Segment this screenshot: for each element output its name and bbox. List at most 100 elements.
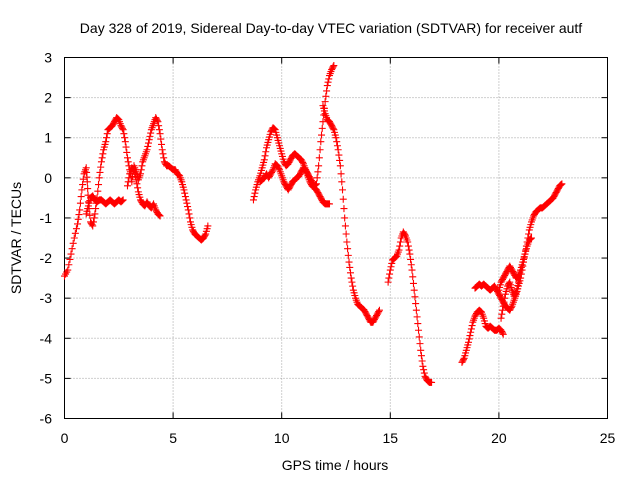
- data-point: [96, 168, 104, 176]
- data-point: [74, 215, 82, 223]
- data-point: [311, 181, 319, 189]
- data-point: [412, 300, 420, 308]
- x-tick-label: 15: [383, 430, 399, 446]
- data-point: [183, 199, 191, 207]
- data-point: [467, 328, 475, 336]
- data-point: [201, 231, 209, 239]
- data-point: [123, 182, 131, 190]
- data-point: [145, 136, 153, 144]
- data-point: [129, 165, 137, 173]
- data-point: [122, 143, 130, 151]
- data-point: [387, 263, 395, 271]
- data-point: [507, 304, 515, 312]
- data-point: [396, 238, 404, 246]
- data-point: [182, 196, 190, 204]
- data-point: [375, 306, 383, 314]
- data-point: [66, 255, 74, 263]
- data-point: [155, 211, 163, 219]
- data-point: [501, 294, 509, 302]
- data-point: [123, 154, 131, 162]
- y-tick-label: 1: [44, 130, 52, 146]
- data-point: [409, 273, 417, 281]
- data-point: [505, 279, 513, 287]
- x-tick-labels: 0 5 10 15 20 25: [61, 430, 616, 446]
- data-point: [420, 366, 428, 374]
- data-point: [465, 335, 473, 343]
- data-point: [138, 162, 146, 170]
- data-point: [316, 146, 324, 154]
- data-point: [404, 238, 412, 246]
- data-point: [340, 205, 348, 213]
- data-point: [133, 180, 141, 188]
- data-point: [388, 259, 396, 267]
- data-point: [415, 326, 423, 334]
- data-point: [325, 75, 333, 83]
- data-point: [386, 266, 394, 274]
- data-point: [419, 362, 427, 370]
- data-point: [329, 124, 337, 132]
- data-point: [275, 164, 283, 172]
- data-point: [339, 195, 347, 203]
- data-point: [158, 146, 166, 154]
- data-point: [459, 356, 467, 364]
- data-point: [406, 250, 414, 258]
- data-point: [97, 163, 105, 171]
- data-point: [336, 162, 344, 170]
- data-point: [405, 246, 413, 254]
- grid: [64, 57, 608, 419]
- data-point: [526, 235, 534, 243]
- data-point: [95, 181, 103, 189]
- data-point: [103, 130, 111, 138]
- data-point: [395, 246, 403, 254]
- data-point: [131, 172, 139, 180]
- data-point: [516, 270, 524, 278]
- data-point: [318, 124, 326, 132]
- data-point: [411, 293, 419, 301]
- y-tick-label: -3: [40, 290, 53, 306]
- data-point: [78, 186, 86, 194]
- data-point: [414, 320, 422, 328]
- data-point: [556, 181, 564, 189]
- data-point: [95, 174, 103, 182]
- data-point: [401, 231, 409, 239]
- data-point: [158, 140, 166, 148]
- data-point: [499, 329, 507, 337]
- data-point: [75, 211, 83, 219]
- data-point: [416, 340, 424, 348]
- data-point: [102, 138, 110, 146]
- data-point: [513, 285, 521, 293]
- y-tick-label: -6: [40, 411, 53, 427]
- data-point: [119, 196, 127, 204]
- data-point: [204, 222, 212, 230]
- data-point: [270, 125, 278, 133]
- data-point: [333, 138, 341, 146]
- data-point: [98, 154, 106, 162]
- data-point: [124, 178, 132, 186]
- chart-title: Day 328 of 2019, Sidereal Day-to-day VTE…: [80, 20, 583, 36]
- data-point: [118, 124, 126, 132]
- data-point: [146, 132, 154, 140]
- data-point: [185, 210, 193, 218]
- data-point: [124, 158, 132, 166]
- x-tick-label: 0: [61, 430, 69, 446]
- data-point: [428, 378, 436, 386]
- data-point: [314, 168, 322, 176]
- y-tick-label: 2: [44, 90, 52, 106]
- data-point: [79, 181, 87, 189]
- data-point: [325, 200, 333, 208]
- y-tick-label: -2: [40, 250, 53, 266]
- y-tick-label: 0: [44, 170, 52, 186]
- data-point: [515, 274, 523, 282]
- data-point: [250, 193, 258, 201]
- data-point: [147, 129, 155, 137]
- axis-ticks: [64, 57, 608, 419]
- data-point: [89, 222, 97, 230]
- data-point: [464, 338, 472, 346]
- data-point: [97, 158, 105, 166]
- data-point: [499, 306, 507, 314]
- y-tick-label: -1: [40, 210, 53, 226]
- y-tick-label: 3: [44, 50, 52, 66]
- data-point: [76, 199, 84, 207]
- data-point: [79, 175, 87, 183]
